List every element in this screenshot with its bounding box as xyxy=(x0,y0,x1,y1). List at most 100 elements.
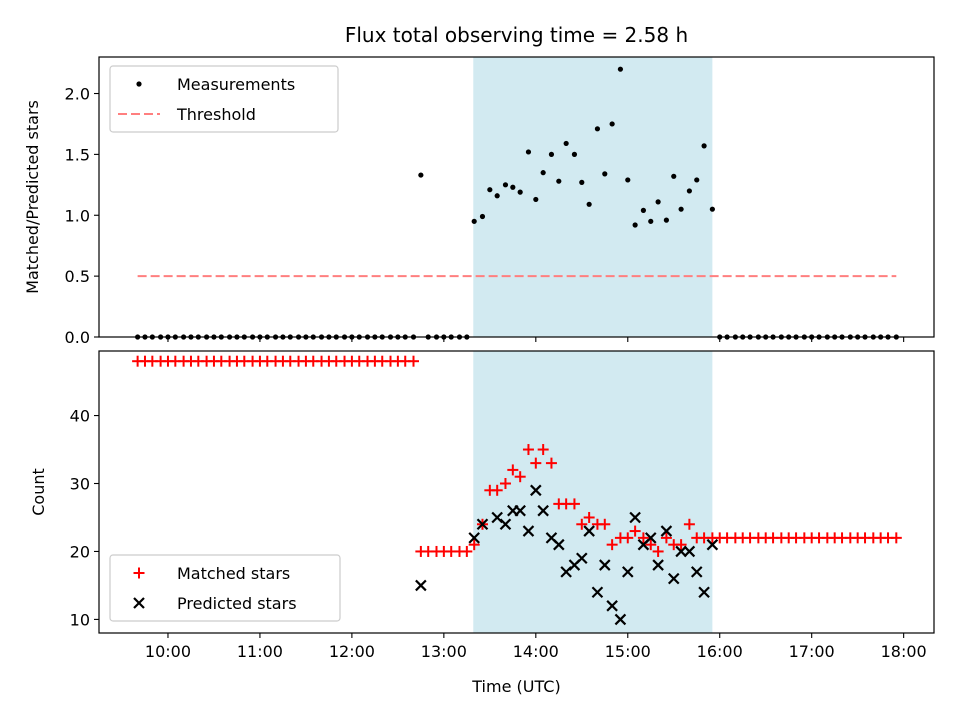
x-tick-label: 10:00 xyxy=(145,642,191,661)
legend-measurements-marker xyxy=(136,81,142,87)
predicted-star-point xyxy=(537,504,549,517)
predicted-star-point xyxy=(583,525,595,537)
cross-b xyxy=(530,484,542,497)
bottom-y-tick-label: 40 xyxy=(70,407,90,426)
matched-star-point xyxy=(545,457,557,469)
matched-star-point xyxy=(683,518,695,530)
predicted-star-point xyxy=(652,559,664,571)
predicted-star-point xyxy=(522,525,535,537)
x-tick-label: 13:00 xyxy=(421,642,467,661)
cross-b xyxy=(514,504,526,517)
cross-b xyxy=(675,545,687,558)
cross-b xyxy=(591,586,604,599)
cross-b xyxy=(133,597,145,609)
predicted-star-point xyxy=(675,545,687,558)
cross-b xyxy=(491,511,503,524)
cross-b xyxy=(537,504,549,517)
measurement-point xyxy=(655,199,661,205)
measurement-point xyxy=(556,178,562,184)
cross-b xyxy=(706,538,719,551)
cross-b xyxy=(698,586,710,599)
measurement-point xyxy=(663,217,669,223)
x-tick-label: 17:00 xyxy=(789,642,835,661)
cross-b xyxy=(644,532,657,544)
measurement-point xyxy=(502,182,509,188)
measurement-point xyxy=(533,196,539,203)
legend-matched-label: Matched stars xyxy=(177,564,290,583)
matched-star-point xyxy=(514,471,526,483)
predicted-star-point xyxy=(706,538,719,551)
measurement-point xyxy=(678,206,684,212)
bottom-observing-span xyxy=(473,351,713,633)
legend-predicted-marker xyxy=(133,597,145,609)
cross-b xyxy=(683,545,696,558)
measurement-point xyxy=(494,193,500,199)
x-tick-label: 16:00 xyxy=(697,642,743,661)
cross-b xyxy=(545,532,558,544)
cross-b xyxy=(660,525,673,537)
measurement-point xyxy=(418,172,424,178)
cross-b xyxy=(606,600,618,612)
matched-star-point xyxy=(637,532,649,544)
measurement-point xyxy=(632,222,638,228)
measurement-point xyxy=(510,184,516,190)
legend-measurements-label: Measurements xyxy=(177,75,295,94)
cross-b xyxy=(629,511,641,524)
measurement-point xyxy=(625,177,631,183)
measurement-point xyxy=(640,207,647,213)
legend-threshold-label: Threshold xyxy=(176,105,256,124)
top-observing-span xyxy=(473,57,713,337)
measurement-point xyxy=(579,179,585,185)
cross-b xyxy=(522,525,535,537)
predicted-star-point xyxy=(553,538,565,551)
predicted-star-point xyxy=(660,525,673,537)
predicted-star-point xyxy=(644,532,657,544)
matched-star-point xyxy=(537,444,549,456)
legend-matched-marker xyxy=(133,567,145,579)
predicted-star-point xyxy=(514,504,526,517)
predicted-star-point xyxy=(476,518,489,531)
matched-star-point xyxy=(468,539,480,551)
matched-star-point xyxy=(890,532,902,544)
cross-b xyxy=(576,552,588,565)
measurement-point xyxy=(709,206,715,212)
measurement-point xyxy=(594,126,601,132)
measurement-point xyxy=(609,121,615,127)
cross-b xyxy=(476,518,489,531)
predicted-star-point xyxy=(698,586,710,599)
measurement-point xyxy=(540,170,546,176)
predicted-star-point xyxy=(530,484,542,497)
top-y-tick-label: 0.0 xyxy=(65,328,90,347)
top-y-tick-label: 1.5 xyxy=(65,145,90,164)
x-tick-label: 15:00 xyxy=(605,642,651,661)
predicted-star-point xyxy=(499,518,512,531)
cross-b xyxy=(553,538,565,551)
bottom-axes-frame xyxy=(98,350,935,634)
measurement-point xyxy=(517,189,523,195)
measurement-point xyxy=(548,151,555,157)
predicted-star-point xyxy=(683,545,696,558)
cross-b xyxy=(621,566,634,578)
predicted-star-point xyxy=(576,552,588,565)
bottom-y-axis-label: Count xyxy=(29,468,48,516)
predicted-star-point xyxy=(667,572,680,585)
x-tick-label: 11:00 xyxy=(237,642,283,661)
top-y-tick-label: 2.0 xyxy=(65,85,90,104)
matched-star-point xyxy=(568,498,580,510)
top-axes-frame xyxy=(98,56,935,338)
matched-star-point xyxy=(629,525,641,537)
matched-star-point xyxy=(507,464,519,476)
bottom-y-tick-label: 20 xyxy=(70,542,90,561)
bottom-y-tick-label: 10 xyxy=(70,610,90,629)
bottom-legend: Matched stars Predicted stars xyxy=(109,554,341,622)
matched-star-point xyxy=(522,444,534,456)
cross-b xyxy=(614,613,627,626)
predicted-star-point xyxy=(468,532,480,544)
top-y-axis-label: Matched/Predicted stars xyxy=(23,100,42,294)
predicted-star-point xyxy=(591,586,604,599)
matched-star-point xyxy=(606,539,618,551)
matched-star-point xyxy=(530,457,542,469)
predicted-star-point xyxy=(621,566,634,578)
measurement-point xyxy=(471,218,477,224)
